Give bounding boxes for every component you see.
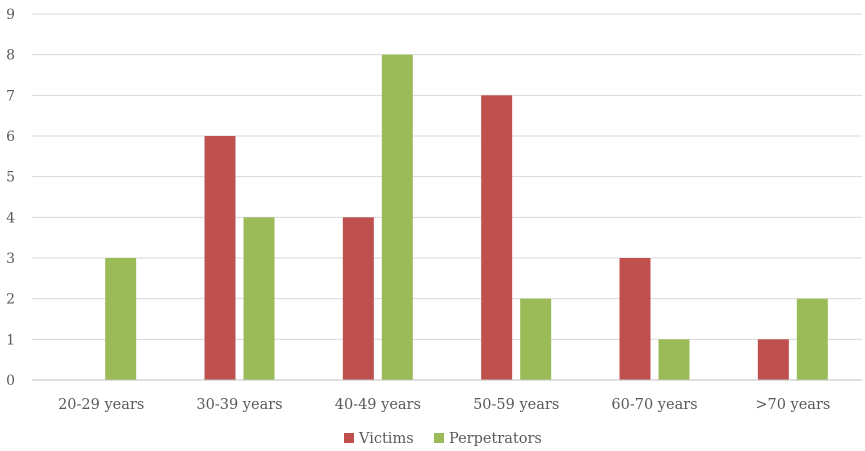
bar-perpetrators-3 [520, 298, 552, 380]
y-tick-label: 9 [6, 7, 15, 23]
y-tick-label: 1 [6, 332, 15, 348]
y-tick-label: 5 [6, 170, 15, 186]
bar-victims-3 [481, 95, 513, 380]
gridlines [32, 13, 862, 340]
y-tick-label: 3 [6, 251, 15, 267]
bar-victims-1 [204, 136, 236, 380]
y-axis-tick-labels: 0 1 2 3 4 5 6 7 8 9 [6, 7, 15, 389]
legend: Victims Perpetrators [344, 431, 542, 447]
y-tick-label: 7 [6, 88, 15, 104]
y-tick-label: 0 [6, 373, 15, 389]
y-tick-label: 8 [6, 48, 15, 64]
y-tick-label: 4 [6, 210, 15, 226]
x-category-label: 30-39 years [196, 397, 282, 413]
bar-perpetrators-4 [658, 339, 690, 380]
bar-perpetrators-0 [105, 258, 137, 380]
bar-victims-4 [619, 258, 651, 380]
x-axis-category-labels: 20-29 years 30-39 years 40-49 years 50-59 y… [58, 397, 830, 413]
bar-victims-2 [342, 217, 374, 380]
legend-label-perpetrators: Perpetrators [449, 431, 542, 447]
y-tick-label: 6 [6, 129, 15, 145]
bar-victims-5 [757, 339, 789, 380]
bar-perpetrators-5 [796, 298, 828, 380]
bar-perpetrators-2 [381, 54, 413, 381]
legend-swatch-perpetrators [434, 433, 444, 443]
bars [105, 54, 828, 381]
legend-swatch-victims [344, 433, 354, 443]
x-category-label: 50-59 years [473, 397, 559, 413]
bar-perpetrators-1 [243, 217, 275, 380]
x-category-label: 40-49 years [335, 397, 421, 413]
y-tick-label: 2 [6, 292, 15, 308]
x-category-label: 20-29 years [58, 397, 144, 413]
legend-label-victims: Victims [358, 431, 414, 447]
x-category-label: >70 years [755, 397, 830, 413]
x-category-label: 60-70 years [611, 397, 697, 413]
